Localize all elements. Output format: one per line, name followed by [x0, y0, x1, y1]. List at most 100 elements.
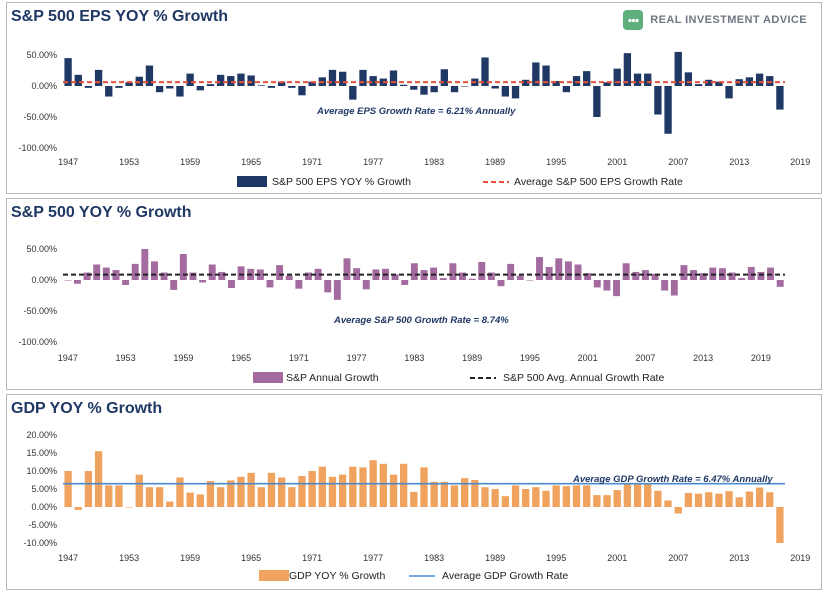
eps-bar [145, 65, 154, 86]
gdp-bar [725, 491, 733, 507]
sp500-bar [276, 265, 284, 280]
eps-bar [654, 86, 662, 115]
sp500-bar [670, 280, 678, 296]
gdp-bar [735, 497, 743, 507]
gdp-bar [593, 495, 601, 507]
eps-bar [257, 85, 265, 86]
eps-bar [430, 86, 438, 93]
gdp-bar [755, 487, 764, 507]
eps-legend-series-label: S&P 500 EPS YOY % Growth [272, 176, 411, 188]
sp500-bar [497, 280, 505, 287]
eps-bar [166, 86, 174, 89]
eps-bar [389, 70, 398, 86]
sp500-bar [680, 265, 688, 280]
gdp-xtick-label: 1953 [119, 553, 139, 563]
eps-bar [583, 71, 591, 86]
eps-bar [196, 86, 204, 91]
sp500-bar [661, 280, 669, 291]
sp500-xtick-label: 2007 [635, 353, 655, 363]
eps-bar [603, 82, 611, 86]
sp500-bar [218, 271, 226, 280]
gdp-bar [745, 491, 754, 507]
sp500-bar [449, 263, 457, 280]
eps-bar [766, 76, 774, 86]
gdp-xtick-label: 1995 [546, 553, 566, 563]
gdp-bar [145, 487, 154, 507]
gdp-bar [613, 490, 621, 507]
gdp-bar [542, 490, 550, 507]
eps-bar [227, 76, 235, 86]
gdp-bar [674, 507, 682, 514]
gdp-xtick-label: 1971 [302, 553, 322, 563]
eps-xtick-label: 2007 [668, 157, 688, 167]
eps-bar [288, 86, 296, 88]
sp500-xtick-label: 1977 [347, 353, 367, 363]
gdp-bar [237, 476, 245, 507]
sp500-xtick-label: 1953 [116, 353, 136, 363]
gdp-bar [420, 467, 428, 507]
eps-bar [420, 86, 428, 95]
sp500-bar [295, 280, 303, 289]
gdp-bar [227, 480, 235, 507]
eps-xtick-label: 1989 [485, 157, 505, 167]
eps-xtick-label: 2001 [607, 157, 627, 167]
gdp-growth-panel: GDP YOY % Growth 20.00% 15.00% 10.00% 5.00%… [6, 394, 822, 590]
gdp-bar [776, 507, 784, 543]
eps-bar [308, 81, 316, 86]
gdp-bar [583, 485, 591, 507]
gdp-ytick-label: 10.00% [26, 466, 57, 476]
sp500-bar [699, 273, 707, 280]
gdp-bar [359, 467, 367, 507]
gdp-bar [379, 463, 387, 507]
gdp-xtick-label: 1989 [485, 553, 505, 563]
eps-bar [450, 86, 459, 93]
eps-bar [115, 86, 123, 88]
eps-ytick-label: 50.00% [26, 50, 57, 60]
sp500-bar [141, 249, 149, 280]
gdp-bar [277, 477, 286, 507]
eps-bar [349, 86, 357, 100]
eps-bar [206, 84, 215, 86]
sp500-bar [401, 280, 409, 285]
sp500-bar [228, 280, 235, 289]
eps-bar [440, 69, 448, 86]
eps-bar [674, 51, 682, 86]
gdp-bar [105, 485, 113, 507]
eps-bar [105, 86, 113, 97]
sp500-legend-series-label: S&P Annual Growth [286, 372, 379, 384]
eps-xtick-label: 2013 [729, 157, 749, 167]
gdp-bar [654, 490, 662, 507]
gdp-bar [135, 474, 143, 507]
eps-bar [369, 76, 377, 86]
eps-bar [155, 86, 164, 93]
sp500-bar [487, 272, 495, 280]
gdp-xtick-label: 1983 [424, 553, 444, 563]
eps-bar [338, 71, 347, 86]
sp500-bar [536, 257, 543, 280]
gdp-bar [481, 487, 489, 507]
eps-bar [64, 58, 72, 86]
sp500-bar [574, 264, 582, 280]
sp500-bar [776, 280, 784, 287]
sp500-bar [526, 280, 534, 281]
gdp-bar [766, 492, 774, 507]
gdp-bar [572, 485, 581, 507]
gdp-ytick-label: -10.00% [23, 538, 57, 548]
gdp-bar [450, 485, 459, 507]
gdp-ytick-label: 20.00% [26, 430, 57, 440]
gdp-bar [176, 477, 184, 507]
sp500-bar [93, 264, 101, 280]
sp500-bar [122, 280, 130, 285]
eps-ytick-label: 0.00% [31, 81, 57, 91]
sp500-bar [593, 280, 601, 288]
sp500-ytick-label: -100.00% [18, 337, 57, 347]
eps-xtick-label: 1947 [58, 157, 78, 167]
gdp-legend-swatch [259, 570, 289, 581]
eps-bar [623, 53, 632, 86]
gdp-bar [125, 507, 133, 508]
eps-bar [461, 86, 469, 87]
eps-bar [562, 86, 571, 93]
gdp-bar [684, 492, 693, 507]
sp500-ytick-label: 50.00% [26, 244, 57, 254]
eps-bar [267, 86, 276, 88]
